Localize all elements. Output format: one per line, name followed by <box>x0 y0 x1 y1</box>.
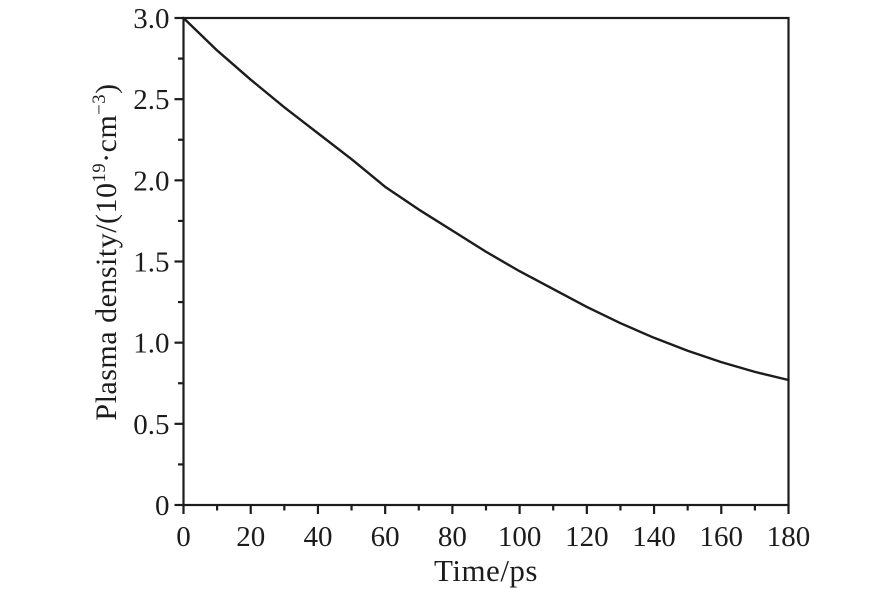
x-tick-label: 100 <box>498 521 542 553</box>
y-axis-title-unit: ·cm <box>90 114 123 163</box>
x-tick-label: 0 <box>176 521 191 553</box>
x-tick-label: 140 <box>632 521 676 553</box>
data-curve <box>182 16 790 382</box>
x-tick-label: 160 <box>700 521 744 553</box>
x-tick-label: 40 <box>303 521 332 553</box>
plot-frame <box>182 16 790 507</box>
x-axis-title: Time/ps <box>433 553 538 588</box>
y-tick-label: 3.0 <box>133 3 169 35</box>
y-tick-label: 0.5 <box>133 409 169 441</box>
y-axis-title-superscript-exponent: 19 <box>89 162 110 183</box>
x-tick-label: 120 <box>565 521 609 553</box>
x-tick-label: 80 <box>438 521 467 553</box>
x-tick-label: 60 <box>371 521 400 553</box>
y-tick-label: 1.5 <box>133 247 169 279</box>
y-tick-label: 1.0 <box>133 328 169 360</box>
y-tick-label: 2.0 <box>133 165 169 197</box>
y-axis-title-close-paren: ) <box>90 83 123 94</box>
y-axis-title-superscript-unit-exponent: −3 <box>89 93 110 115</box>
y-axis-title-text: Plasma density/(10 <box>90 182 123 421</box>
y-tick-label: 0 <box>155 490 170 522</box>
x-tick-label: 180 <box>767 521 811 553</box>
y-tick-label: 2.5 <box>133 84 169 116</box>
y-axis-title: Plasma density/(1019·cm−3) <box>89 83 124 421</box>
x-tick-label: 20 <box>236 521 265 553</box>
